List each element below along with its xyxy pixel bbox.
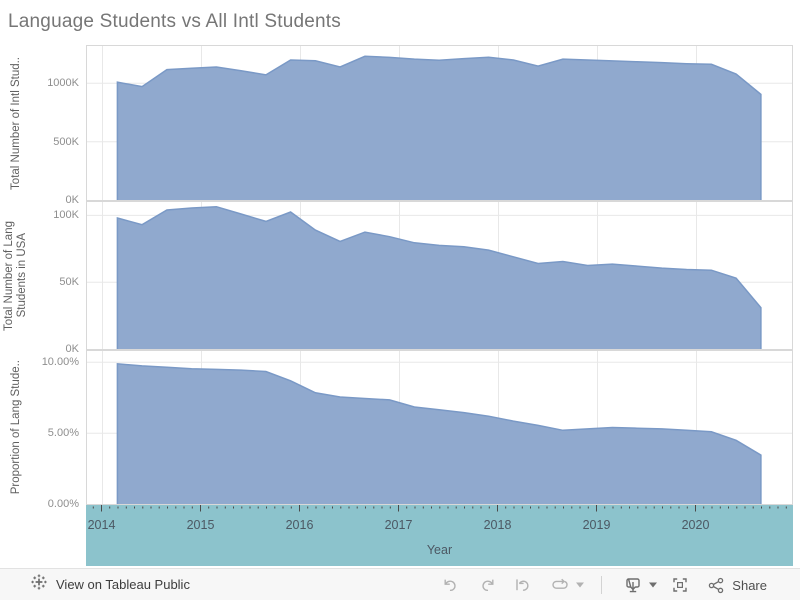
caret-down-icon	[649, 582, 658, 588]
tableau-toolbar: View on Tableau Public	[0, 568, 800, 600]
toolbar-divider	[601, 576, 603, 594]
y-tick-label: 10.00%	[41, 356, 79, 369]
x-tick-label: 2019	[582, 518, 611, 532]
revert-button[interactable]	[514, 577, 532, 593]
y-tick-label: 100K	[53, 209, 79, 222]
x-axis-label: Year	[426, 543, 453, 557]
fit-fullscreen-icon	[673, 578, 687, 592]
x-tick-label: 2016	[285, 518, 314, 532]
share-label: Share	[732, 577, 767, 593]
x-tick-label: 2018	[483, 518, 512, 532]
y-axis-title-intl: Total Number of Intl Stud..	[9, 56, 22, 190]
chart-panel-2	[86, 350, 793, 505]
download-button[interactable]	[623, 576, 643, 594]
y-tick-label: 50K	[59, 276, 79, 289]
y-axis-title-proportion: Proportion of Lang Stude..	[9, 360, 22, 495]
area-chart-1[interactable]	[87, 202, 792, 349]
y-tick-label: 0.00%	[47, 498, 79, 510]
area-chart-2[interactable]	[87, 351, 792, 504]
x-tick-label: 2017	[384, 518, 413, 532]
revert-icon	[516, 579, 529, 591]
undo-icon	[444, 579, 456, 592]
view-on-tableau-label: View on Tableau Public	[56, 577, 190, 592]
y-tick-label: 0K	[65, 343, 79, 355]
download-icon	[626, 578, 640, 593]
x-tick-label: 2015	[186, 518, 215, 532]
download-caret-button[interactable]	[648, 582, 658, 588]
redo-icon	[482, 579, 494, 592]
refresh-button[interactable]	[550, 577, 570, 593]
chart-panel-0	[86, 45, 793, 201]
x-tick-label: 2014	[87, 518, 116, 532]
y-tick-label: 500K	[53, 135, 79, 148]
y-tick-label: 5.00%	[47, 427, 79, 440]
y-axis-title-lang: Total Number of Lang Students in USA	[3, 220, 28, 331]
redo-button[interactable]	[478, 577, 496, 593]
chart-panel-1	[86, 201, 793, 350]
view-on-tableau-link[interactable]: View on Tableau Public	[30, 573, 190, 596]
viz-title: Language Students vs All Intl Students	[8, 11, 341, 32]
undo-button[interactable]	[442, 577, 460, 593]
x-axis-band: 2014 2015 2016 2017 2018 2019 2020 Year	[86, 505, 793, 566]
caret-down-icon	[576, 582, 585, 588]
tableau-logo-icon	[30, 573, 48, 596]
share-button[interactable]: Share	[707, 577, 767, 594]
share-nodes-icon	[709, 577, 724, 593]
y-tick-label: 0K	[65, 194, 79, 206]
refresh-caret-button[interactable]	[575, 582, 585, 588]
x-tick-label: 2020	[681, 518, 710, 532]
refresh-icon	[552, 578, 568, 589]
area-chart-0[interactable]	[87, 46, 792, 200]
fullscreen-button[interactable]	[671, 576, 689, 594]
x-axis-ticks	[92, 505, 787, 512]
y-tick-label: 1000K	[47, 77, 79, 90]
